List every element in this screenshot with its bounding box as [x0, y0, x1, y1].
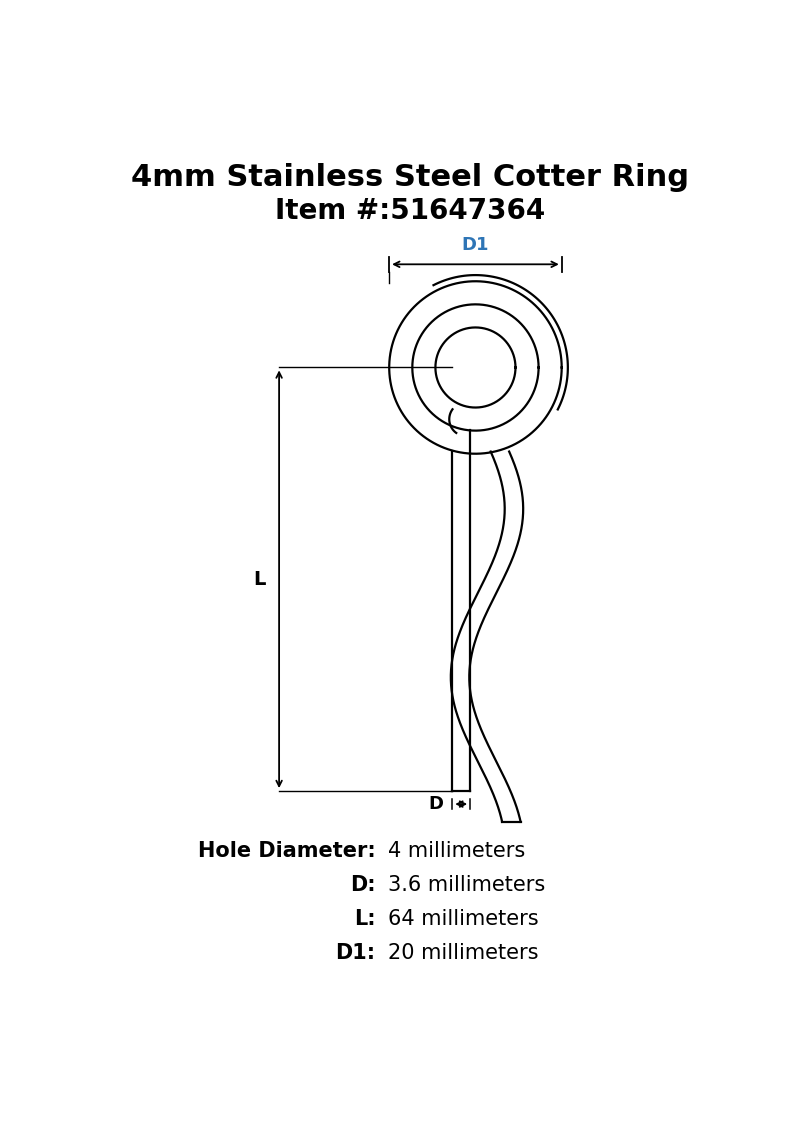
Text: L: L [253, 570, 266, 589]
Text: 3.6 millimeters: 3.6 millimeters [389, 875, 546, 895]
Text: 20 millimeters: 20 millimeters [389, 943, 539, 962]
Text: D1:: D1: [335, 943, 375, 962]
Text: D:: D: [350, 875, 375, 895]
Text: Hole Diameter:: Hole Diameter: [198, 841, 375, 861]
Text: 64 millimeters: 64 millimeters [389, 909, 539, 929]
Text: Item #:51647364: Item #:51647364 [275, 197, 545, 225]
Text: 4mm Stainless Steel Cotter Ring: 4mm Stainless Steel Cotter Ring [131, 164, 689, 192]
Text: L:: L: [354, 909, 375, 929]
Text: D: D [428, 795, 443, 813]
Text: D1: D1 [462, 235, 490, 253]
Text: 4 millimeters: 4 millimeters [389, 841, 526, 861]
